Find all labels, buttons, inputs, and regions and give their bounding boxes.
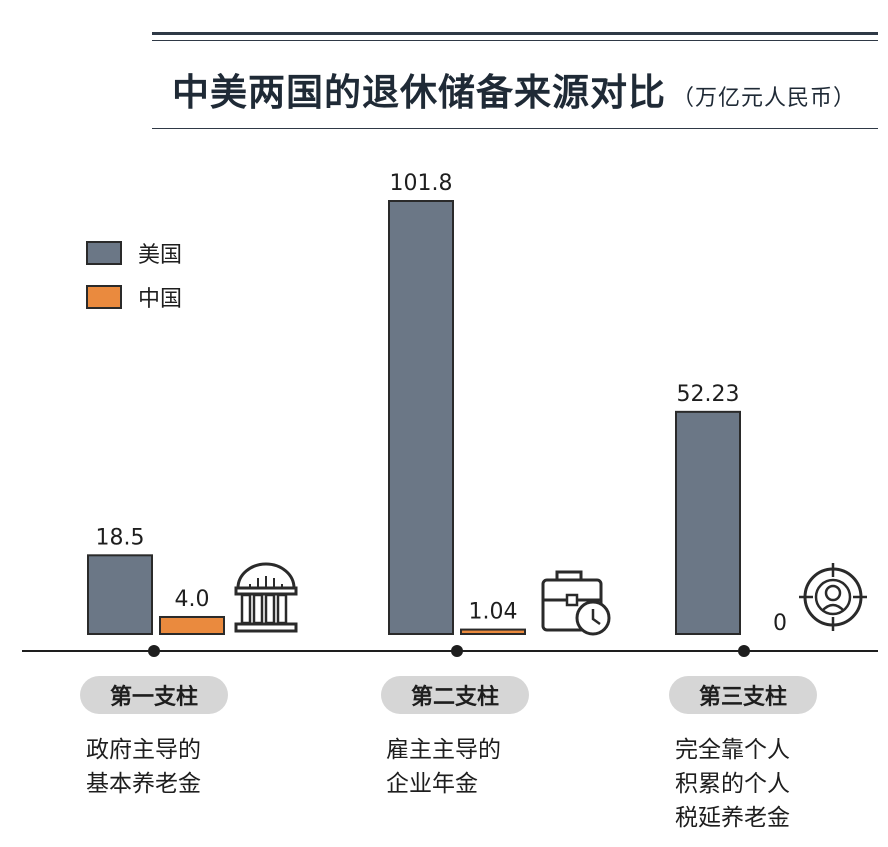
- category-description-3: 完全靠个人 积累的个人 税延养老金: [675, 737, 790, 831]
- bar-china-1: [159, 615, 225, 636]
- title-block: 中美两国的退休储备来源对比 （万亿元人民币）: [152, 32, 878, 130]
- person-target-icon: [799, 563, 867, 631]
- chart-title-unit: （万亿元人民币）: [672, 86, 857, 111]
- bar-us-2: [388, 200, 454, 635]
- axis-tick-dot-3: [738, 645, 750, 657]
- chart-title-main: 中美两国的退休储备来源对比: [172, 70, 666, 114]
- title-rule: [152, 128, 878, 129]
- category-pill-1: 第一支柱: [80, 676, 228, 714]
- data-label-china-2: 1.04: [469, 600, 518, 625]
- data-label-us-2: 101.8: [390, 171, 453, 196]
- legend: 美国 中国: [86, 236, 182, 324]
- government-building-icon: [234, 562, 298, 633]
- legend-label-china: 中国: [138, 287, 183, 312]
- bar-us-1: [87, 554, 153, 636]
- legend-swatch-china: [86, 285, 122, 309]
- chart-title: 中美两国的退休储备来源对比 （万亿元人民币）: [172, 62, 856, 116]
- data-label-china-3: 0: [773, 611, 787, 636]
- title-rule: [152, 40, 878, 41]
- data-label-us-3: 52.23: [677, 382, 740, 407]
- briefcase-clock-icon: [541, 570, 611, 636]
- legend-label-us: 美国: [138, 243, 183, 268]
- axis-tick-dot-2: [451, 645, 463, 657]
- data-label-us-1: 18.5: [96, 525, 145, 550]
- category-label-1: 第一支柱: [109, 685, 198, 710]
- legend-item-china: 中国: [86, 280, 182, 314]
- data-label-china-1: 4.0: [175, 587, 210, 612]
- legend-item-us: 美国: [86, 236, 182, 270]
- title-rule: [152, 32, 878, 35]
- axis-tick-dot-1: [148, 645, 160, 657]
- category-label-3: 第三支柱: [698, 685, 787, 710]
- category-pill-3: 第三支柱: [669, 676, 817, 714]
- bar-china-2: [460, 628, 526, 635]
- category-description-1: 政府主导的 基本养老金: [86, 737, 201, 797]
- legend-swatch-us: [86, 241, 122, 265]
- category-description-2: 雇主主导的 企业年金: [386, 737, 501, 797]
- category-label-2: 第二支柱: [410, 685, 499, 710]
- category-pill-2: 第二支柱: [381, 676, 529, 714]
- bar-us-3: [675, 410, 741, 635]
